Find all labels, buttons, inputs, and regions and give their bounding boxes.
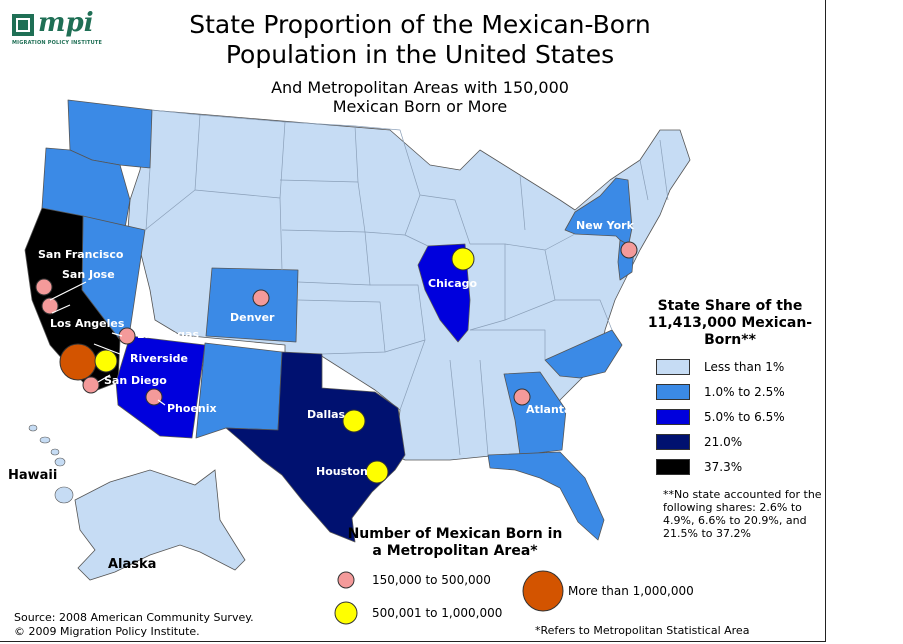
label-san-jose: San Jose — [62, 268, 115, 281]
source-note: Source: 2008 American Community Survey. … — [14, 611, 254, 639]
metro-legend-big: More than 1,000,000 — [568, 584, 694, 598]
state-florida — [487, 451, 605, 541]
state-alaska — [74, 469, 246, 581]
legend-swatch-5to6-5 — [656, 409, 690, 425]
metro-legend-mid: 500,001 to 1,000,000 — [372, 606, 503, 620]
legend-swatch-lt1 — [656, 359, 690, 375]
label-phoenix: Phoenix — [167, 402, 217, 415]
legend-swatch-37-3 — [656, 459, 690, 475]
state-new-york — [564, 177, 633, 249]
legend-label-21: 21.0% — [704, 435, 743, 449]
legend-circle-mid — [334, 601, 358, 625]
marker-new-york — [620, 241, 638, 259]
marker-chicago — [451, 247, 475, 271]
logo-mark-icon — [12, 14, 34, 36]
label-san-diego: San Diego — [104, 374, 167, 387]
label-new-york: New York — [576, 219, 635, 232]
copyright-line: © 2009 Migration Policy Institute. — [14, 625, 200, 638]
marker-san-francisco — [35, 278, 53, 296]
mpi-logo: mpi MIGRATION POLICY INSTITUTE — [12, 8, 108, 46]
state-new-mexico — [195, 342, 283, 439]
logo-org-name: MIGRATION POLICY INSTITUTE — [12, 40, 103, 46]
marker-denver — [252, 289, 270, 307]
metro-markers — [35, 241, 638, 484]
legend-label-1to2-5: 1.0% to 2.5% — [704, 385, 785, 399]
map-subtitle: And Metropolitan Areas with 150,000 Mexi… — [271, 78, 569, 116]
label-chicago: Chicago — [428, 277, 477, 290]
legend-swatch-1to2-5 — [656, 384, 690, 400]
marker-los-angeles — [59, 343, 97, 381]
label-las-vegas: Las Vegas — [137, 328, 199, 341]
map-title: State Proportion of the Mexican-Born Pop… — [189, 10, 651, 69]
marker-houston — [365, 460, 389, 484]
label-riverside: Riverside — [130, 352, 188, 365]
label-atlanta: Atlanta — [526, 403, 571, 416]
figure-frame — [0, 0, 826, 642]
legend-swatch-21 — [656, 434, 690, 450]
marker-atlanta — [513, 388, 531, 406]
marker-san-jose — [41, 297, 59, 315]
logo-wordmark: mpi — [38, 8, 94, 38]
label-denver: Denver — [230, 311, 275, 324]
label-san-francisco: San Francisco — [38, 248, 124, 261]
state-legend-title: State Share of the 11,413,000 Mexican-Bo… — [647, 298, 813, 348]
metro-legend-title: Number of Mexican Born in a Metropolitan… — [347, 526, 563, 559]
legend-circle-small — [337, 571, 355, 589]
legend-label-lt1: Less than 1% — [704, 360, 785, 374]
state-texas — [225, 351, 406, 543]
legend-label-37-3: 37.3% — [704, 460, 743, 474]
label-hawaii: Hawaii — [8, 468, 58, 483]
marker-riverside — [94, 349, 118, 373]
source-line: Source: 2008 American Community Survey. — [14, 611, 254, 624]
legend-label-5to6-5: 5.0% to 6.5% — [704, 410, 785, 424]
state-hawaii — [28, 424, 74, 504]
metro-legend-small: 150,000 to 500,000 — [372, 573, 491, 587]
label-los-angeles: Los Angeles — [50, 317, 125, 330]
label-houston: Houston — [316, 465, 368, 478]
state-colorado — [205, 267, 299, 343]
label-alaska: Alaska — [108, 557, 157, 572]
label-dallas: Dallas — [307, 408, 346, 421]
marker-dallas — [342, 409, 366, 433]
marker-phoenix — [145, 388, 163, 406]
msa-footnote: *Refers to Metropolitan Statistical Area — [535, 624, 750, 637]
legend-footnote: **No state accounted for the following s… — [663, 488, 822, 540]
marker-las-vegas — [118, 327, 136, 345]
legend-circle-big — [522, 570, 564, 612]
marker-san-diego — [82, 376, 100, 394]
